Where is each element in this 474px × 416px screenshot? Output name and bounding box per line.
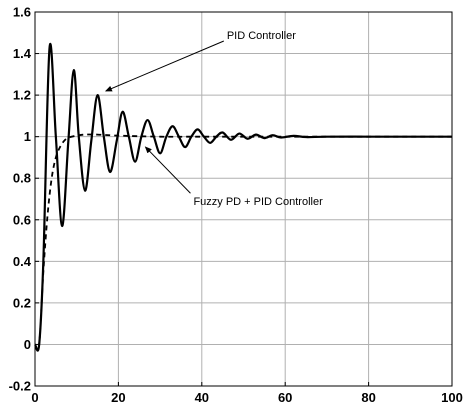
x-tick-label: 20 (111, 390, 125, 405)
annotation-label: PID Controller (227, 30, 296, 42)
y-tick-label: 0.2 (13, 295, 31, 310)
x-tick-label: 60 (278, 390, 292, 405)
y-tick-label: 1.4 (13, 46, 32, 61)
y-tick-label: -0.2 (9, 379, 31, 394)
series-line-solid (33, 43, 452, 352)
annotation-arrow (104, 40, 225, 92)
annotation-label: Fuzzy PD + PID Controller (193, 196, 323, 208)
x-tick-label: 40 (195, 390, 209, 405)
plot-area-frame (34, 11, 453, 387)
annotation-arrow (144, 146, 191, 194)
axis-ticks: 0 20 40 60 80 100-0.200.20.40.60.811.21.41.6 (9, 5, 463, 406)
y-tick-label: 1.6 (13, 5, 31, 20)
x-tick-label: 80 (361, 390, 375, 405)
series-lines (33, 43, 452, 352)
y-tick-label: 0 (24, 337, 31, 352)
annotations: PID Controller Fuzzy PD + PID Controller (104, 30, 323, 208)
series-line-dashed (34, 133, 452, 351)
y-tick-label: 0.8 (13, 171, 31, 186)
x-tick-label: 0 (31, 390, 38, 405)
y-tick-label: 1.2 (13, 88, 31, 103)
y-tick-label: 0.6 (13, 212, 31, 227)
y-tick-label: 0.4 (13, 254, 32, 269)
y-tick-label: 1 (24, 129, 31, 144)
x-tick-label: 100 (441, 390, 463, 405)
